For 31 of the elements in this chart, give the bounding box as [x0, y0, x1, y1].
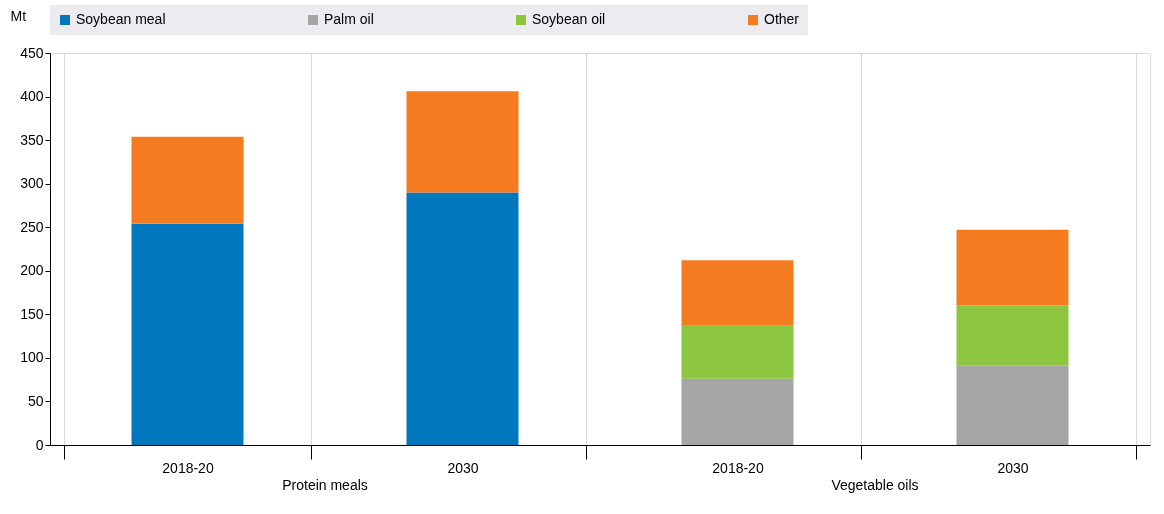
text: Vegetable oils: [831, 477, 919, 493]
y-tick-label: 250: [20, 218, 44, 235]
y-tick-label: 300: [20, 175, 44, 192]
x-tick-label: 2018-20: [712, 459, 764, 476]
y-tick-label: 150: [20, 305, 44, 322]
x-tick-label: 2030: [997, 459, 1029, 476]
y-tick-label: 0: [35, 436, 44, 453]
bar: [406, 192, 519, 445]
legend-label: Palm oil: [324, 11, 374, 27]
bar: [131, 223, 244, 445]
x-tick-label: 2030: [447, 459, 479, 476]
y-tick-label: 400: [20, 88, 44, 105]
bar: [956, 305, 1069, 366]
y-axis-title: Mt: [10, 7, 27, 24]
legend-label: Other: [764, 11, 800, 27]
bar: [681, 260, 794, 326]
bar: [681, 378, 794, 445]
y-tick-label: 450: [20, 44, 44, 61]
bar: [681, 325, 794, 379]
legend-label: Soybean meal: [76, 11, 166, 27]
y-tick-label: 100: [20, 349, 44, 366]
legend-label: Soybean oil: [532, 11, 606, 27]
bar: [956, 229, 1069, 306]
x-tick-label: 2018-20: [162, 459, 214, 476]
y-tick-label: 350: [20, 131, 44, 148]
y-tick-label: 50: [27, 392, 44, 409]
bar: [406, 91, 519, 193]
text: Protein meals: [282, 477, 368, 493]
y-tick-label: 200: [20, 262, 44, 279]
bar: [956, 365, 1069, 445]
bar: [131, 136, 244, 224]
